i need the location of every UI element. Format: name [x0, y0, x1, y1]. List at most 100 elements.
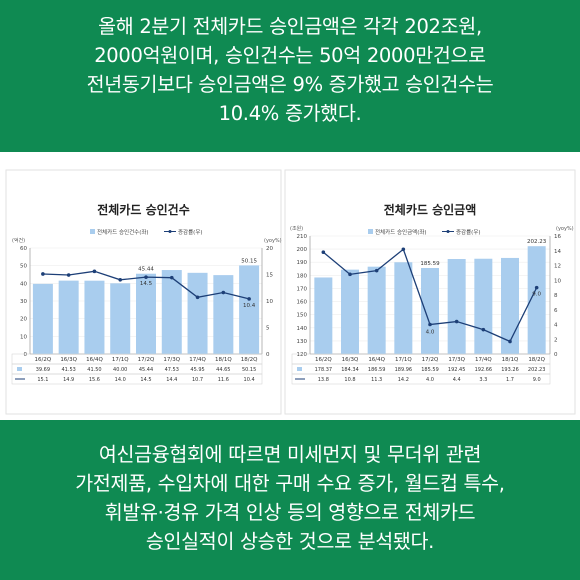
table-bar-value: 185.59 — [421, 367, 439, 373]
left-tick-label: 60 — [20, 246, 27, 252]
chart-panel: 전체카드 승인건수 (억건) (yoy%) 전체카드 승인건수(좌) 증감률(우) 0 10… — [0, 152, 580, 420]
headline-line: 전년동기보다 승인금액은 9% 증가했고 승인건수는 — [86, 73, 494, 96]
right-axis-unit: (yoy%) — [264, 238, 282, 244]
table-line-value: 15.1 — [37, 377, 48, 383]
table-bar-value: 178.37 — [315, 367, 333, 373]
right-tick-label: 6 — [554, 308, 558, 314]
table-line-value: 1.7 — [506, 377, 514, 383]
legend-bar-label: 전체카드 승인금액(좌) — [375, 228, 427, 236]
charts-svg: 전체카드 승인건수 (억건) (yoy%) 전체카드 승인건수(좌) 증감률(우) 0 10… — [5, 169, 576, 415]
table-bar-value: 45.95 — [190, 367, 204, 373]
right-tick-label: 15 — [266, 273, 273, 279]
bar — [84, 280, 105, 354]
category-label: 18/2Q — [528, 357, 545, 363]
line-point — [534, 285, 539, 290]
category-label: 16/2Q — [35, 357, 52, 363]
explanation-text: 여신금융협회에 따르면 미세먼지 및 무더위 관련 가전제품, 수입차에 대한 … — [0, 420, 580, 556]
bar — [501, 257, 519, 354]
left-tick-label: 190 — [297, 260, 308, 266]
table-bar-value: 193.26 — [501, 367, 519, 373]
headline-band: 올해 2분기 전체카드 승인금액은 각각 202조원, 2000억원이며, 승인… — [0, 0, 580, 152]
bar — [527, 246, 546, 354]
table-bar-value: 44.65 — [216, 367, 230, 373]
right-tick-label: 2 — [554, 337, 558, 343]
legend-bar-swatch — [368, 229, 373, 234]
category-label: 16/3Q — [60, 357, 77, 363]
chart-title: 전체카드 승인건수 — [97, 202, 190, 217]
left-axis-unit: (조원) — [290, 225, 303, 232]
right-tick-label: 5 — [266, 326, 270, 332]
table-line-value: 14.9 — [63, 377, 74, 383]
table-line-value: 3.3 — [479, 377, 487, 383]
line-point — [348, 272, 352, 277]
data-label: 4.0 — [426, 330, 435, 336]
headline-line: 10.4% 증가했다. — [218, 102, 362, 125]
bar — [367, 266, 386, 354]
left-tick-label: 50 — [20, 264, 27, 270]
left-tick-label: 10 — [20, 334, 27, 340]
line-point — [321, 250, 326, 255]
line-point — [195, 295, 200, 300]
bar — [447, 259, 466, 354]
category-label: 17/2Q — [138, 357, 155, 363]
bar — [314, 277, 333, 354]
legend-bar-swatch — [90, 229, 95, 234]
right-tick-label: 0 — [554, 352, 558, 358]
table-bar-value: 202.23 — [528, 367, 546, 373]
right-tick-label: 8 — [554, 293, 558, 299]
right-tick-label: 16 — [554, 234, 561, 240]
line-point — [508, 339, 512, 344]
bar — [187, 272, 208, 354]
bar — [474, 258, 493, 354]
line-point — [428, 322, 432, 327]
legend-line-label: 증감률(우) — [178, 229, 203, 236]
category-label: 16/4Q — [368, 357, 385, 363]
left-tick-label: 150 — [297, 313, 308, 319]
line-point — [144, 275, 148, 279]
table-bar-value: 41.50 — [87, 367, 101, 373]
line-point — [247, 297, 251, 301]
left-tick-label: 130 — [297, 339, 308, 345]
line-point — [401, 247, 406, 252]
table-line-value: 11.3 — [371, 377, 382, 383]
line-point — [221, 290, 226, 295]
table-bar-value: 39.69 — [36, 367, 50, 373]
right-tick-label: 10 — [554, 278, 561, 284]
explanation-line: 휘발유·경유 가격 인상 등의 영향으로 전체카드 — [104, 501, 476, 524]
explanation-line: 승인실적이 상승한 것으로 분석됐다. — [145, 530, 435, 553]
legend-bar-label: 전체카드 승인건수(좌) — [97, 228, 149, 236]
line-point — [66, 273, 71, 277]
line-point — [92, 269, 97, 274]
left-tick-label: 20 — [20, 317, 27, 323]
bar — [161, 270, 182, 354]
chart-title: 전체카드 승인금액 — [384, 202, 477, 217]
category-label: 17/3Q — [163, 357, 180, 363]
bar — [421, 268, 439, 354]
data-label: 14.5 — [140, 281, 153, 287]
table-line-value: 15.6 — [89, 377, 100, 383]
bar — [110, 283, 131, 354]
category-label: 17/4Q — [475, 357, 492, 363]
line-point — [481, 327, 486, 332]
headline-text: 올해 2분기 전체카드 승인금액은 각각 202조원, 2000억원이며, 승인… — [0, 0, 580, 128]
table-bar-swatch — [17, 367, 22, 371]
right-tick-label: 10 — [266, 299, 273, 305]
bar — [136, 273, 156, 354]
table-line-value: 10.4 — [244, 377, 255, 383]
data-label: 185.59 — [420, 261, 440, 267]
category-label: 16/2Q — [315, 357, 332, 363]
data-label: 50.15 — [241, 258, 257, 264]
category-label: 16/3Q — [342, 357, 359, 363]
category-label: 17/4Q — [189, 357, 206, 363]
left-tick-label: 170 — [297, 286, 308, 292]
legend-line-marker — [446, 230, 450, 233]
table-bar-value: 40.00 — [113, 367, 127, 373]
line-point — [374, 268, 379, 273]
table-bar-value: 192.45 — [448, 367, 466, 373]
category-label: 17/1Q — [395, 357, 412, 363]
left-axis-unit: (억건) — [12, 237, 25, 244]
table-bar-value: 189.96 — [395, 367, 413, 373]
right-tick-label: 12 — [554, 264, 561, 270]
table-bar-value: 50.15 — [242, 367, 256, 373]
bar — [58, 280, 79, 354]
